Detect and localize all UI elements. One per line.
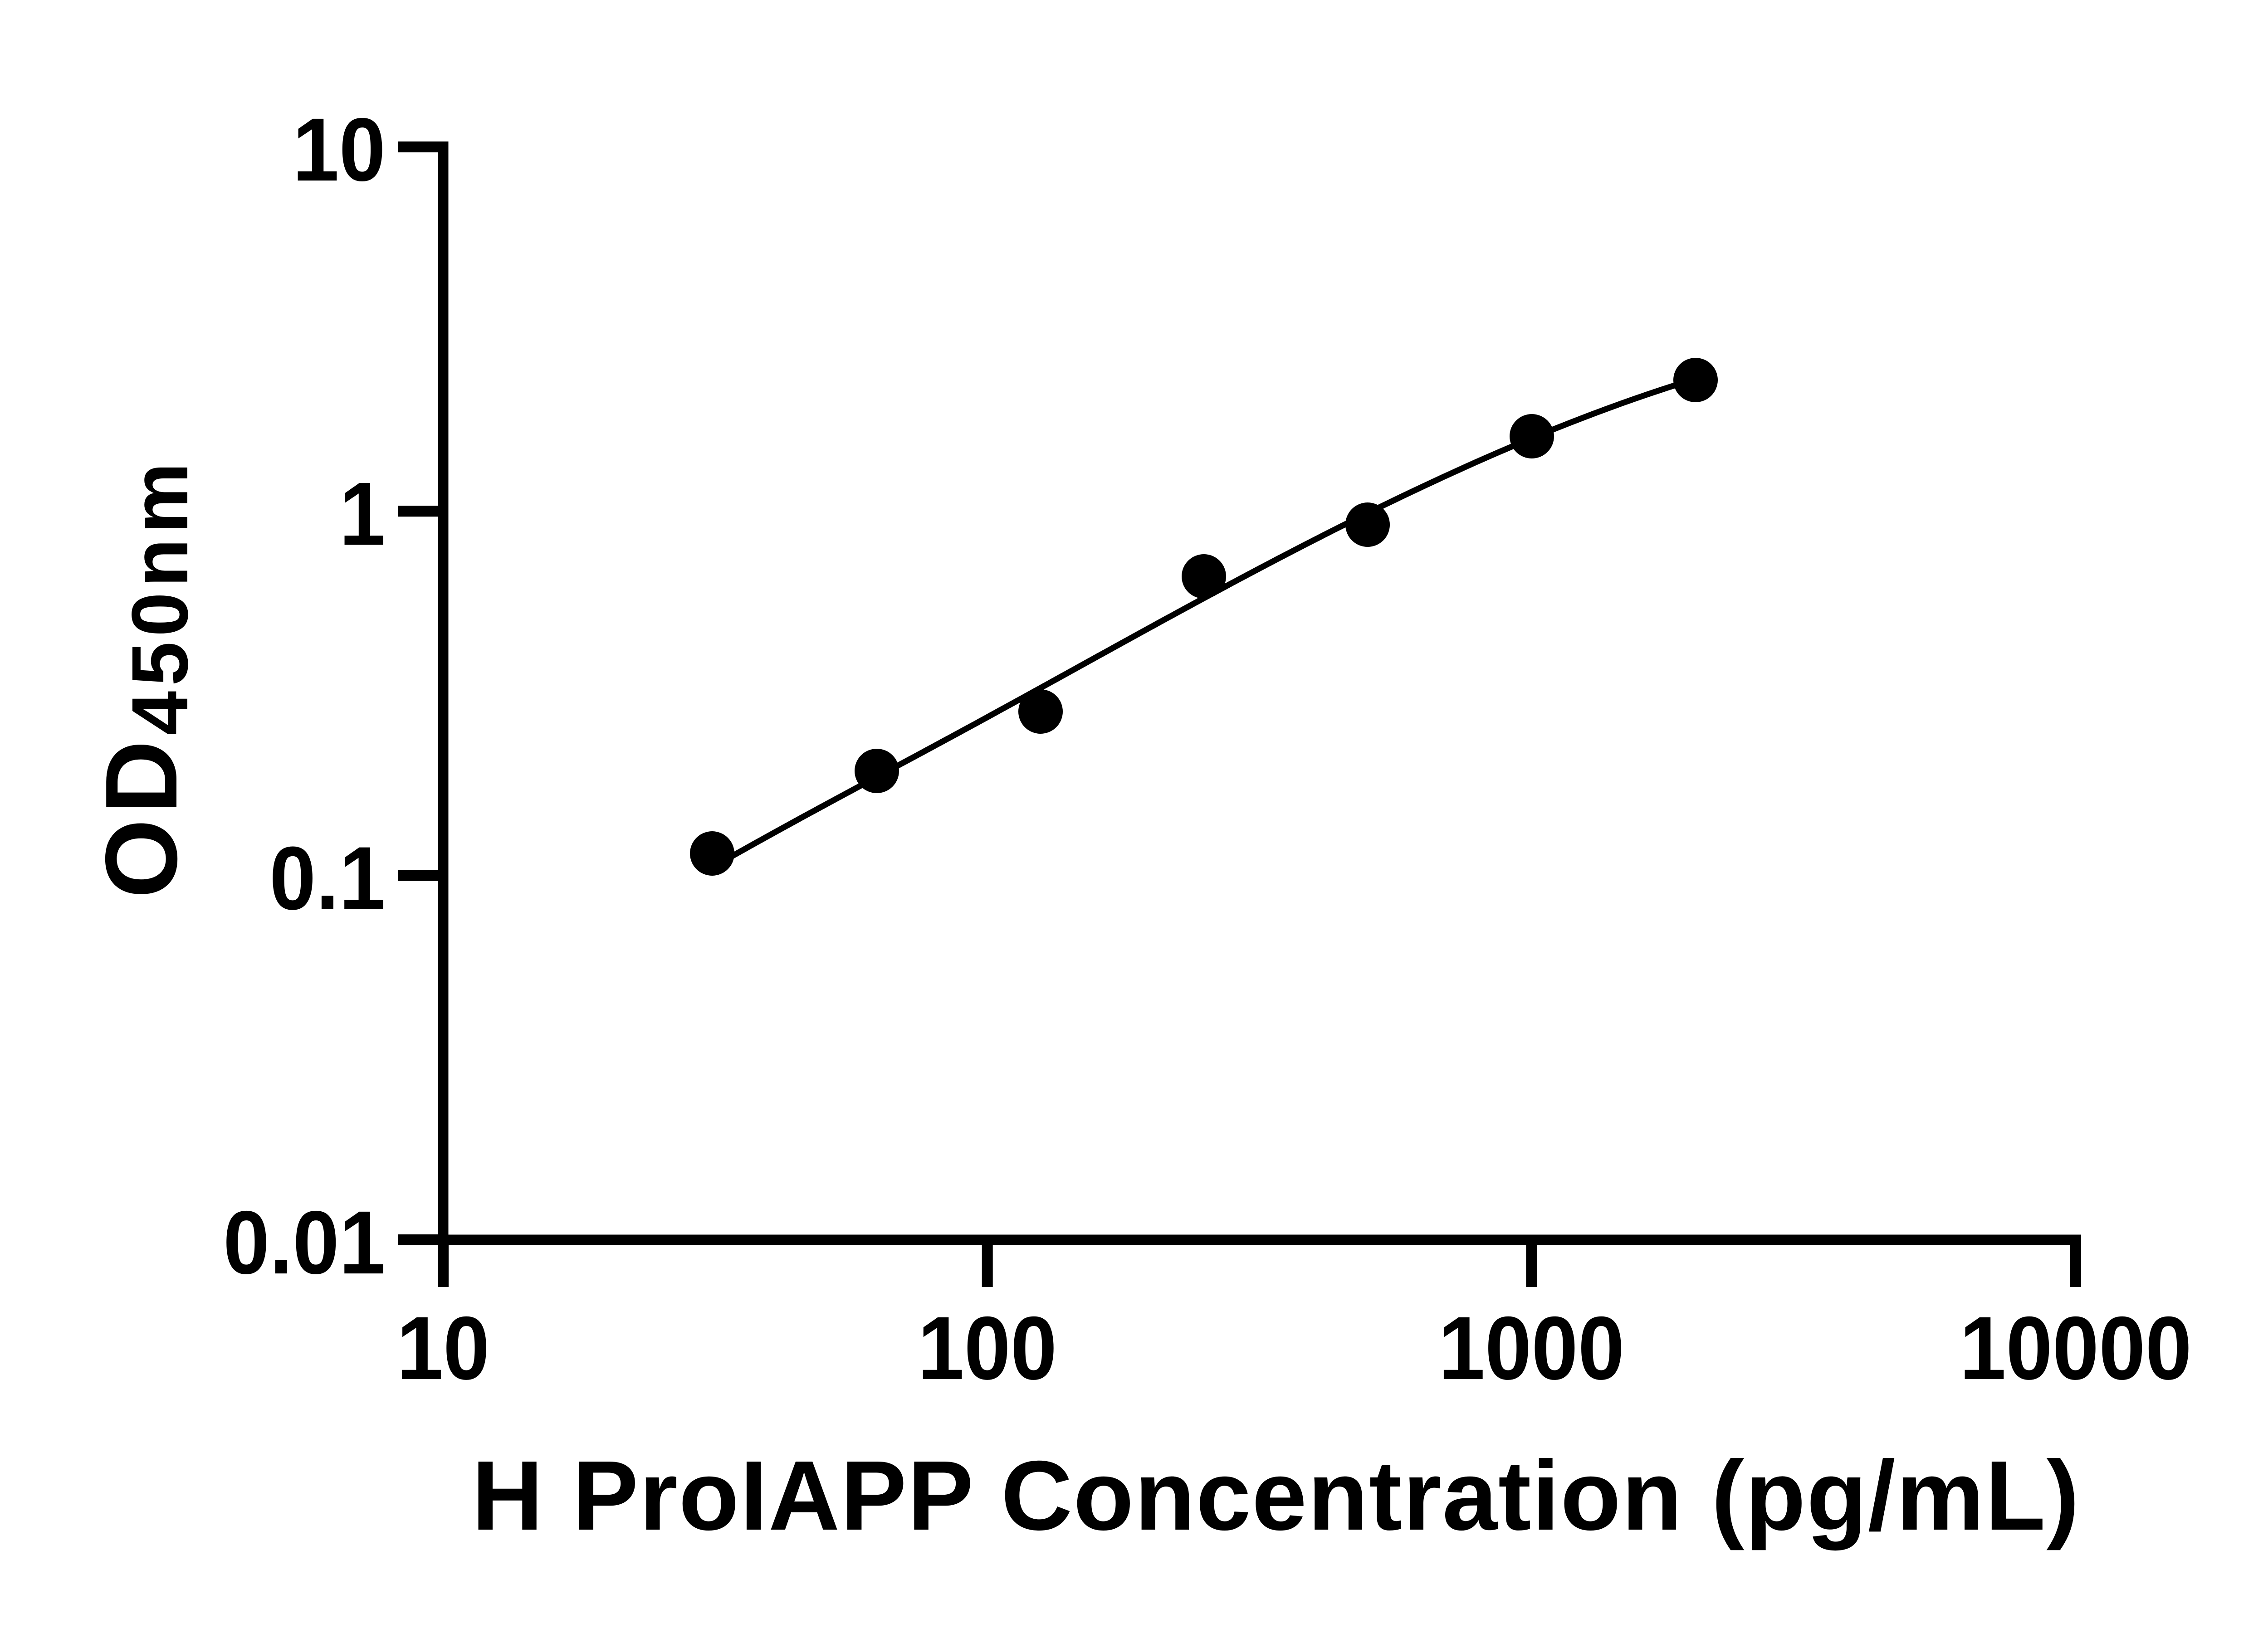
svg-text:1: 1 (339, 463, 386, 564)
svg-text:10000: 10000 (1960, 1298, 2192, 1398)
svg-text:H ProIAPP Concentration (pg/mL: H ProIAPP Concentration (pg/mL) (472, 1441, 2080, 1551)
svg-text:0.01: 0.01 (223, 1192, 386, 1292)
svg-text:10: 10 (293, 99, 386, 200)
svg-text:0.1: 0.1 (269, 828, 386, 928)
svg-text:10: 10 (397, 1298, 490, 1398)
svg-text:100: 100 (918, 1298, 1057, 1398)
svg-text:1000: 1000 (1438, 1298, 1624, 1398)
